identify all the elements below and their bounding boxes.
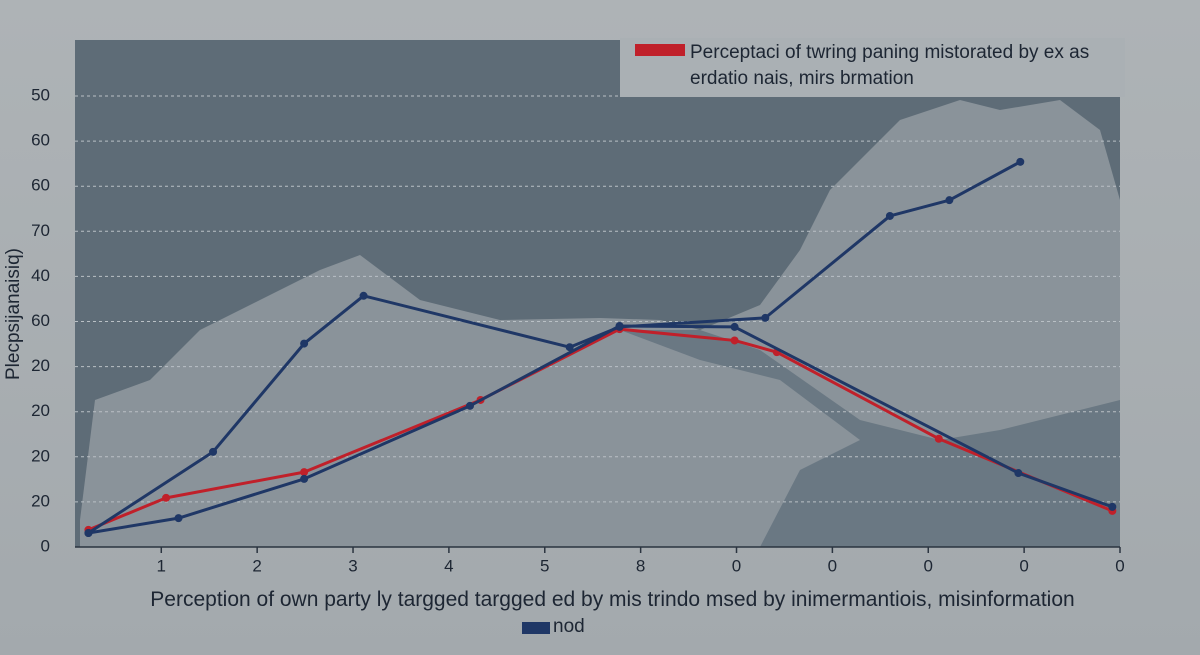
x-tick-label: 2: [252, 556, 261, 575]
point: [615, 322, 624, 331]
x-tick-label: 0: [1115, 556, 1124, 575]
y-tick-label: 20: [31, 356, 50, 375]
y-tick-label: 20: [31, 401, 50, 420]
point: [465, 401, 474, 410]
x-tick-label: 0: [924, 556, 933, 575]
point: [885, 211, 894, 220]
x-tick-label: 0: [828, 556, 837, 575]
y-axis-title: Plecpsijanaisiq): [3, 248, 24, 380]
point: [730, 322, 739, 331]
series-line: [87, 160, 1113, 535]
point: [1108, 502, 1117, 511]
y-tick-label: 60: [31, 176, 50, 195]
point: [934, 434, 943, 443]
point: [761, 313, 770, 322]
legend-swatch: [522, 622, 550, 634]
x-tick-label: 0: [1019, 556, 1028, 575]
point: [174, 514, 183, 523]
legend-swatch: [635, 44, 685, 56]
point: [162, 493, 171, 502]
x-tick-label: 4: [444, 556, 453, 575]
legend-label: Perceptaci of twring paning mistorated b…: [690, 42, 1090, 89]
y-tick-label: 0: [41, 536, 50, 555]
point: [945, 196, 954, 205]
y-tick-label: 60: [31, 131, 50, 150]
x-tick-label: 0: [732, 556, 741, 575]
y-tick-label: 50: [31, 85, 50, 104]
point: [209, 447, 218, 456]
legend-label: nod: [553, 616, 585, 637]
y-tick-label: 40: [31, 266, 50, 285]
point: [359, 291, 368, 300]
point: [300, 474, 309, 483]
x-tick-label: 5: [540, 556, 549, 575]
y-tick-label: 20: [31, 491, 50, 510]
point: [300, 339, 309, 348]
point: [300, 468, 309, 477]
x-tick-label: 8: [636, 556, 645, 575]
point: [84, 529, 93, 538]
point: [1016, 157, 1025, 166]
legend: nod: [522, 614, 585, 640]
legend: Perceptaci of twring paning mistorated b…: [620, 38, 1125, 97]
y-tick-label: 20: [31, 446, 50, 465]
y-tick-label: 60: [31, 311, 50, 330]
x-axis-title: Perception of own party ly targged targg…: [150, 588, 1075, 611]
x-tick-label: 1: [157, 556, 166, 575]
y-tick-label: 70: [31, 221, 50, 240]
x-tick-label: 3: [348, 556, 357, 575]
point: [565, 343, 574, 352]
point: [1014, 469, 1023, 478]
sea-shape: [620, 330, 1120, 547]
point: [730, 336, 739, 345]
